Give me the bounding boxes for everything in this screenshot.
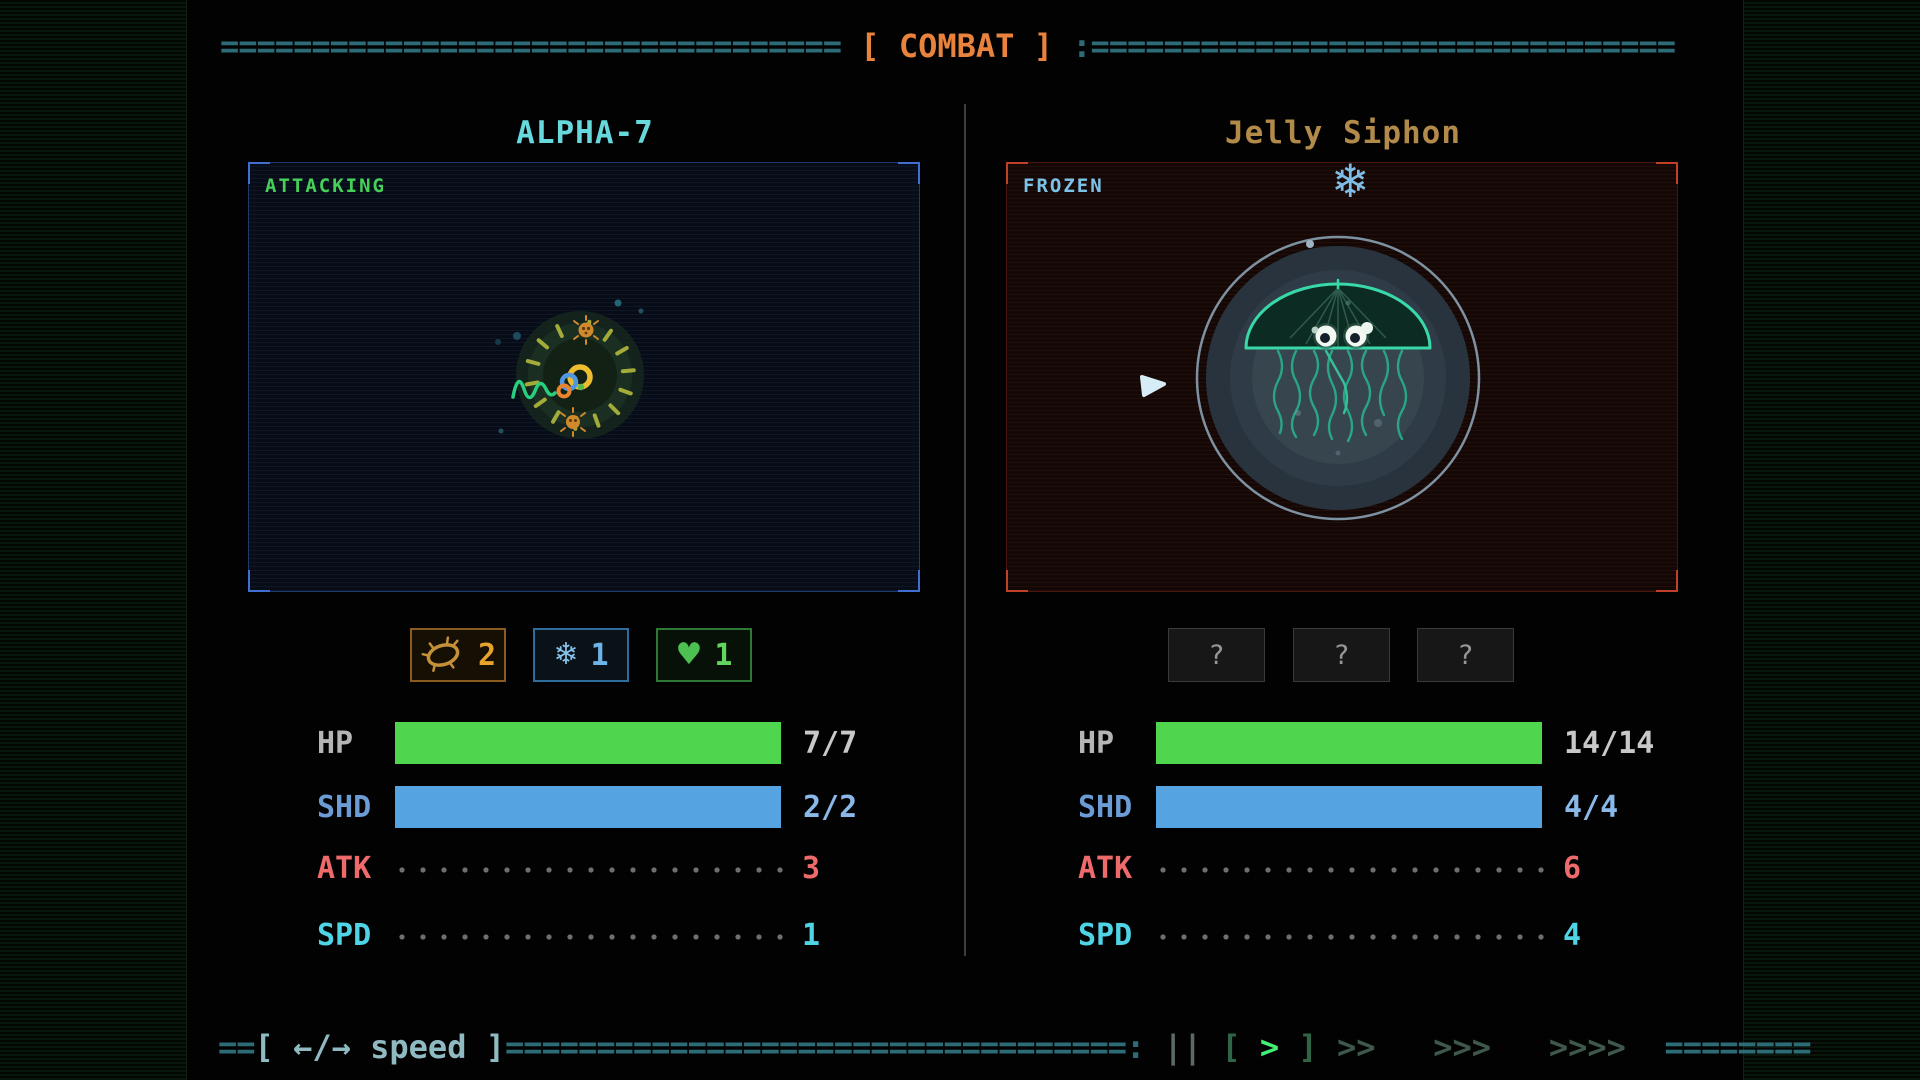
atk-label: ATK (1078, 850, 1133, 886)
spd-value: 1 (802, 917, 821, 953)
shd-label: SHD (317, 789, 372, 825)
footer-rule-mid: ==================================: (504, 1028, 1145, 1066)
tentacles (1272, 349, 1408, 443)
stat-row-spd: SPD 4 (1078, 914, 1623, 956)
regen-count: 1 (714, 637, 733, 673)
stat-row-shd: SHD 2/2 (317, 786, 862, 828)
unknown-effect-label: ? (1208, 639, 1225, 671)
combat-title: [ COMBAT ] (860, 27, 1053, 65)
stat-row-hp: HP 14/14 (1078, 722, 1654, 764)
corner-bracket (1006, 162, 1028, 184)
panel-divider (964, 104, 966, 956)
corner-bracket (1656, 162, 1678, 184)
thorns-icon (421, 636, 460, 672)
corner-bracket (1006, 570, 1028, 592)
frozen-count: 1 (590, 637, 609, 673)
left-status-label: ATTACKING (265, 175, 386, 197)
effect-badge-frozen[interactable]: ❄ 1 (533, 628, 629, 682)
hp-label: HP (317, 725, 354, 761)
left-fighter-name: ALPHA-7 (516, 115, 654, 151)
header-rule-right: :================================ (1072, 27, 1676, 65)
effect-badge-thorns[interactable]: 2 (410, 628, 506, 682)
spd-label: SPD (1078, 917, 1133, 953)
shd-bar (1156, 786, 1542, 828)
corner-bracket (248, 162, 270, 184)
dotted-leader (399, 934, 788, 940)
left-edge-texture (0, 0, 187, 1080)
snowflake-icon: ❄ (553, 637, 579, 672)
atk-value: 6 (1563, 850, 1582, 886)
alpha-7-portrait (495, 299, 644, 439)
speed-4-button[interactable]: >>>> (1548, 1028, 1626, 1066)
unknown-effect-slot[interactable]: ? (1417, 628, 1514, 682)
jellyfish-portrait (1195, 235, 1481, 521)
stat-row-atk: ATK 6 (1078, 847, 1623, 889)
header-rule-left: ================================== (220, 27, 842, 65)
corner-bracket (898, 570, 920, 592)
hp-bar (1156, 722, 1542, 764)
footer-rule-end: ======== (1664, 1028, 1811, 1066)
unknown-effect-slot[interactable]: ? (1168, 628, 1265, 682)
corner-bracket (898, 162, 920, 184)
left-stats: HP 7/7 SHD 2/2 ATK 3 SPD 1 (317, 722, 862, 956)
unknown-effect-label: ? (1457, 639, 1474, 671)
green-organelle (577, 383, 585, 391)
unknown-effect-slot[interactable]: ? (1293, 628, 1390, 682)
right-status-label: FROZEN (1023, 175, 1104, 197)
dotted-leader (399, 867, 788, 873)
footer-rule-start: == (218, 1028, 256, 1066)
orange-organelle (556, 383, 572, 399)
stat-row-hp: HP 7/7 (317, 722, 862, 764)
speed-3-button[interactable]: >>> (1433, 1028, 1492, 1066)
shd-value: 2/2 (803, 789, 858, 825)
right-fighter-name: Jelly Siphon (1225, 115, 1461, 151)
left-fighter-panel: ATTACKING (248, 162, 920, 592)
shd-bar (395, 786, 781, 828)
dotted-leader (1160, 867, 1549, 873)
hp-label: HP (1078, 725, 1115, 761)
hp-value: 14/14 (1564, 725, 1655, 761)
atk-value: 3 (802, 850, 821, 886)
atk-label: ATK (317, 850, 372, 886)
pause-button[interactable]: || (1163, 1028, 1203, 1066)
thorns-count: 2 (477, 637, 497, 673)
right-edge-texture (1743, 0, 1920, 1080)
spd-label: SPD (317, 917, 372, 953)
speed-2-button[interactable]: >> (1336, 1028, 1376, 1066)
flagellum (511, 379, 557, 400)
unknown-effect-label: ? (1333, 639, 1350, 671)
right-fighter-panel: FROZEN ❄ (1006, 157, 1678, 592)
stat-row-shd: SHD 4/4 (1078, 786, 1623, 828)
spd-value: 4 (1563, 917, 1582, 953)
virus-blob-bottom (560, 407, 586, 437)
right-stats: HP 14/14 SHD 4/4 ATK 6 SPD 4 (1078, 722, 1654, 956)
frozen-snowflake-icon: ❄ (1331, 154, 1370, 208)
hp-value: 7/7 (803, 725, 858, 761)
stat-row-spd: SPD 1 (317, 914, 862, 956)
virus-blob-top (573, 315, 599, 345)
shd-value: 4/4 (1564, 789, 1619, 825)
speed-control-bar: ==[ ←/→ speed ]=========================… (218, 1026, 1812, 1068)
corner-bracket (248, 570, 270, 592)
effect-badge-regen[interactable]: ♥ 1 (656, 628, 752, 682)
hp-bar (395, 722, 781, 764)
stat-row-atk: ATK 3 (317, 847, 862, 889)
speed-1-button[interactable]: [ > ] (1221, 1028, 1318, 1066)
corner-bracket (1656, 570, 1678, 592)
attack-projectile (1140, 375, 1166, 397)
shd-label: SHD (1078, 789, 1133, 825)
combat-header: ================================== [ COM… (220, 26, 1676, 66)
speed-hint: [ ←/→ speed ] (254, 1028, 505, 1066)
dotted-leader (1160, 934, 1549, 940)
heart-icon: ♥ (675, 637, 703, 672)
play-icon: > (1259, 1028, 1280, 1066)
